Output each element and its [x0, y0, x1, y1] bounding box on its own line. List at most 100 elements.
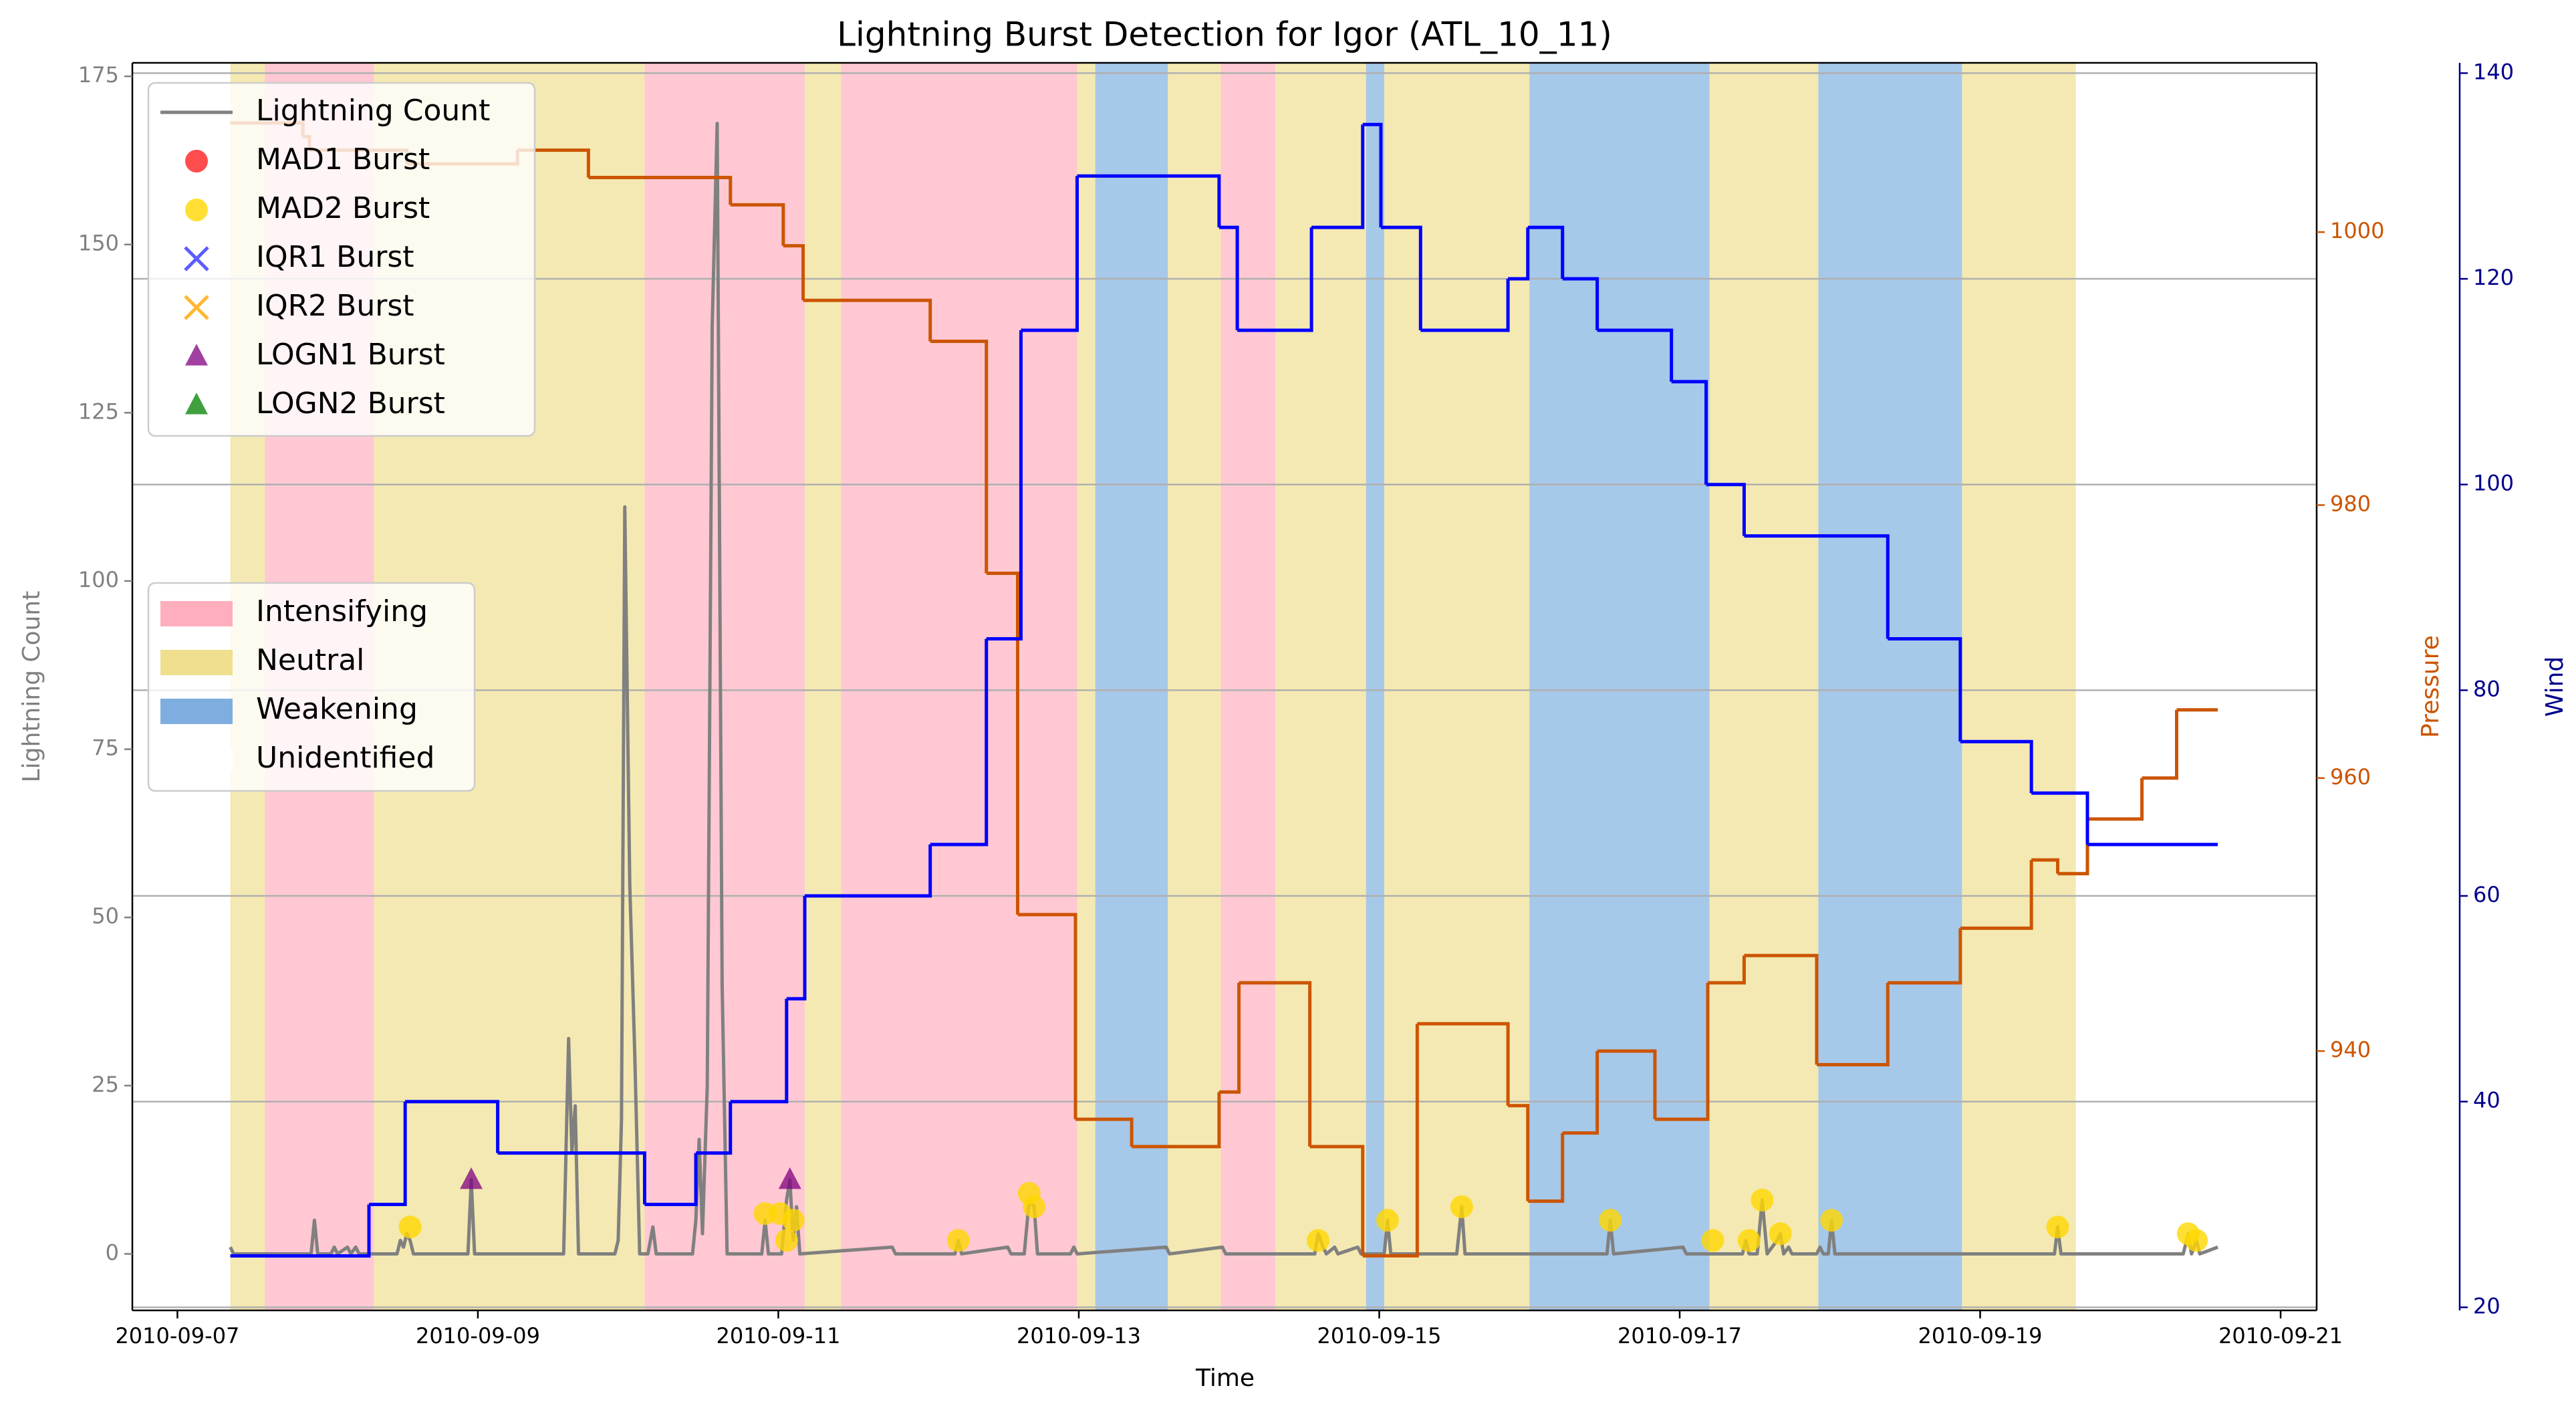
pressure-step [1562, 1051, 1599, 1135]
y2-tick-label: 960 [2330, 764, 2371, 790]
pressure-step [930, 339, 989, 574]
wind-step [1960, 739, 2033, 794]
wind-step [1218, 225, 1239, 330]
wind-step [405, 1100, 500, 1153]
x-tick-label: 2010-09-19 [1918, 1323, 2043, 1349]
legend-frame [147, 82, 536, 437]
pressure-step [1362, 1024, 1419, 1258]
burst-marker [184, 246, 209, 271]
lightning-line [229, 122, 2218, 1256]
burst-marker [1599, 1209, 1622, 1232]
wind-step [1671, 380, 1708, 485]
wind-step [930, 638, 989, 846]
axes: 2010-09-07 2010-09-09 2010-09-11 2010-09-13… [78, 59, 2514, 1349]
pressure-step [1017, 913, 1077, 1120]
pressure-step [1597, 1049, 1657, 1120]
burst-marker [460, 1167, 483, 1189]
pressure-step [2087, 778, 2144, 821]
x-tick-label: 2010-09-21 [2218, 1323, 2343, 1349]
region-span [1220, 63, 1275, 1310]
x-tick-label: 2010-09-09 [416, 1323, 540, 1349]
pressure-step [1417, 1022, 1510, 1106]
legend-label: Intensifying [256, 594, 428, 628]
wind-step [696, 1101, 733, 1155]
legend-label: MAD1 Burst [256, 142, 430, 177]
region-span [1168, 63, 1221, 1310]
y-tick-label: 175 [78, 62, 119, 88]
pressure-step [1508, 1104, 1530, 1201]
pressure-step [517, 148, 590, 178]
burst-marker [185, 199, 208, 221]
wind-step [1527, 225, 1565, 279]
y-tick-label: 100 [78, 567, 119, 592]
y2-tick-label: 980 [2330, 491, 2371, 516]
x-tick-label: 2010-09-11 [716, 1323, 840, 1349]
x-axis-label: Time [1195, 1365, 1255, 1392]
y3-axis-label: Wind [2541, 657, 2569, 717]
region-span [805, 63, 842, 1310]
region-span [1275, 63, 1366, 1310]
legend-label: Neutral [256, 643, 364, 677]
legend-label: Weakening [256, 692, 418, 726]
y3-tick-label: 140 [2473, 59, 2514, 84]
burst-marker [185, 150, 208, 172]
y3-tick-label: 120 [2473, 265, 2514, 290]
legend-patch [160, 699, 233, 724]
pressure-step [1708, 955, 1746, 985]
wind-step [730, 998, 789, 1104]
legend-patch [160, 650, 233, 675]
region-span [1095, 63, 1168, 1310]
burst-marker [398, 1215, 422, 1239]
legend-label: LOGN2 Burst [256, 386, 445, 421]
region-span [1709, 63, 1819, 1310]
pressure-step [2142, 709, 2179, 780]
burst-marker [946, 1229, 970, 1252]
burst-marker [185, 392, 208, 415]
pressure-step [730, 203, 785, 246]
legend-frame [147, 582, 476, 792]
region-span [1366, 63, 1384, 1310]
pressure-step [783, 244, 805, 301]
wind-step [786, 896, 807, 1001]
y3-tick-label: 100 [2473, 471, 2514, 496]
wind-step [1380, 225, 1422, 330]
legends: Lightning Count MAD1 Burst MAD2 Burst IQR1 … [147, 82, 536, 792]
pressure-step [1960, 860, 2033, 930]
legend-label: LOGN1 Burst [256, 338, 445, 372]
pressure-step [1309, 1145, 1365, 1256]
pressure-step [2031, 858, 2060, 874]
y3-tick-label: 60 [2473, 882, 2500, 907]
y-axis-label: Lightning Count [18, 591, 45, 783]
burst-marker [2185, 1229, 2208, 1252]
pressure-step [1654, 983, 1710, 1121]
burst-marker [1376, 1209, 1399, 1232]
wind-step [1311, 124, 1365, 229]
legend-patch [160, 601, 233, 626]
burst-marker [781, 1209, 805, 1232]
pressure-step [986, 572, 1020, 915]
x-tick-label: 2010-09-13 [1017, 1323, 1141, 1349]
burst-marker [1737, 1229, 1761, 1252]
wind-step [805, 844, 932, 898]
y3-tick-label: 40 [2473, 1088, 2500, 1113]
wind-step [1237, 227, 1313, 332]
pressure-step [1075, 1117, 1134, 1147]
region-span [1384, 63, 1530, 1310]
wind-step [1021, 176, 1079, 332]
y3-tick-label: 20 [2473, 1293, 2500, 1318]
wind-step [1888, 636, 1962, 742]
wind-step [1077, 174, 1221, 228]
wind-step [1420, 279, 1510, 332]
pressure-step [1239, 981, 1312, 1147]
wind-step [1362, 122, 1383, 228]
wind-step [2031, 791, 2089, 845]
pressure-step [1218, 983, 1241, 1094]
burst-marker [1820, 1209, 1843, 1232]
y-tick-label: 25 [92, 1072, 119, 1097]
y-tick-label: 0 [106, 1240, 119, 1265]
pressure-step [1744, 953, 1819, 1065]
burst-marker [778, 1167, 801, 1189]
pressure-step [1527, 1133, 1565, 1203]
legend-label: IQR2 Burst [256, 289, 414, 323]
